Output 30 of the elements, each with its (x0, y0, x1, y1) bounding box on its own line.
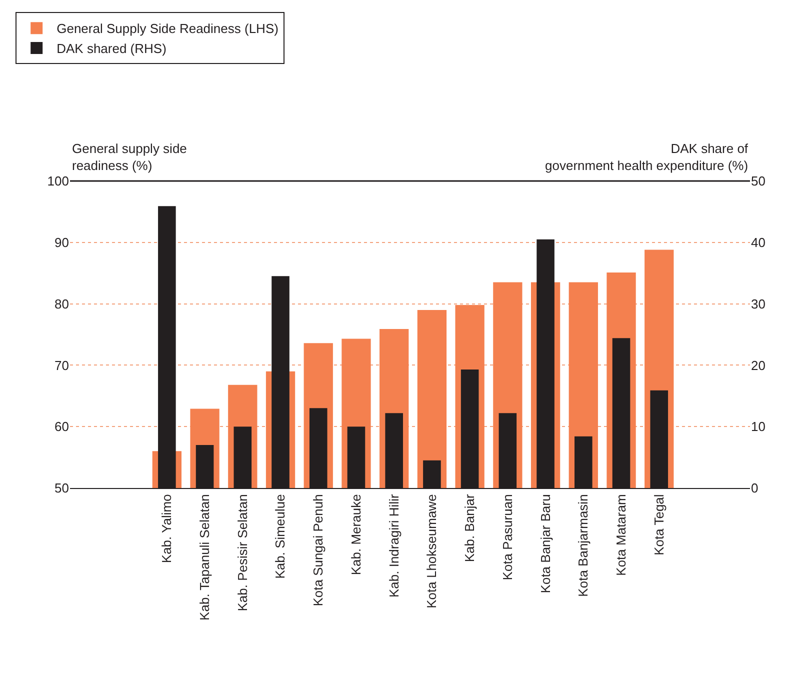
y2-axis-title: DAK share of government health expenditure (%) (545, 141, 748, 173)
y-tick-label: 50 (54, 480, 69, 496)
x-tick-label: Kab. Indragiri Hilir (386, 494, 402, 598)
x-tick-label: Kota Mataram (613, 494, 628, 576)
x-tick-label: Kota Banjar Baru (538, 494, 553, 594)
x-tick-label: Kab. Yalimo (159, 494, 174, 564)
y2-tick-label: 10 (751, 419, 766, 434)
x-tick-label: Kota Sungai Penuh (310, 494, 326, 606)
x-tick-label: Kab. Banjar (462, 494, 478, 562)
y-tick-label: 60 (54, 419, 69, 434)
x-tick-label: Kota Tegal (651, 494, 666, 556)
legend-label: General Supply Side Readiness (LHS) (56, 21, 278, 36)
x-tick-label: Kota Banjarmasin (576, 494, 591, 597)
y2-tick-label: 0 (751, 480, 758, 496)
x-tick-label: Kab. Tapanuli Selatan (197, 494, 212, 620)
x-tick-label: Kab. Pesisir Selatan (234, 494, 250, 612)
y2-tick-label: 30 (751, 296, 766, 312)
y2-tick-label: 40 (751, 234, 766, 250)
x-tick-label: Kota Lhokseumawe (424, 494, 440, 608)
y-tick-label: 80 (54, 296, 69, 312)
legend-label: DAK shared (RHS) (56, 41, 166, 56)
y2-tick-label: 20 (751, 358, 766, 373)
y2-tick-label: 50 (751, 174, 766, 189)
y-tick-label: 90 (54, 234, 69, 250)
y-tick-label: 70 (54, 358, 69, 373)
x-tick-label: Kab. Merauke (348, 494, 364, 576)
y-axis-title: General supply side readiness (%) (72, 141, 187, 173)
x-tick-label: Kota Pasuruan (500, 494, 515, 580)
x-tick-label: Kab. Simeulue (272, 494, 288, 579)
y-tick-label: 100 (47, 174, 69, 189)
